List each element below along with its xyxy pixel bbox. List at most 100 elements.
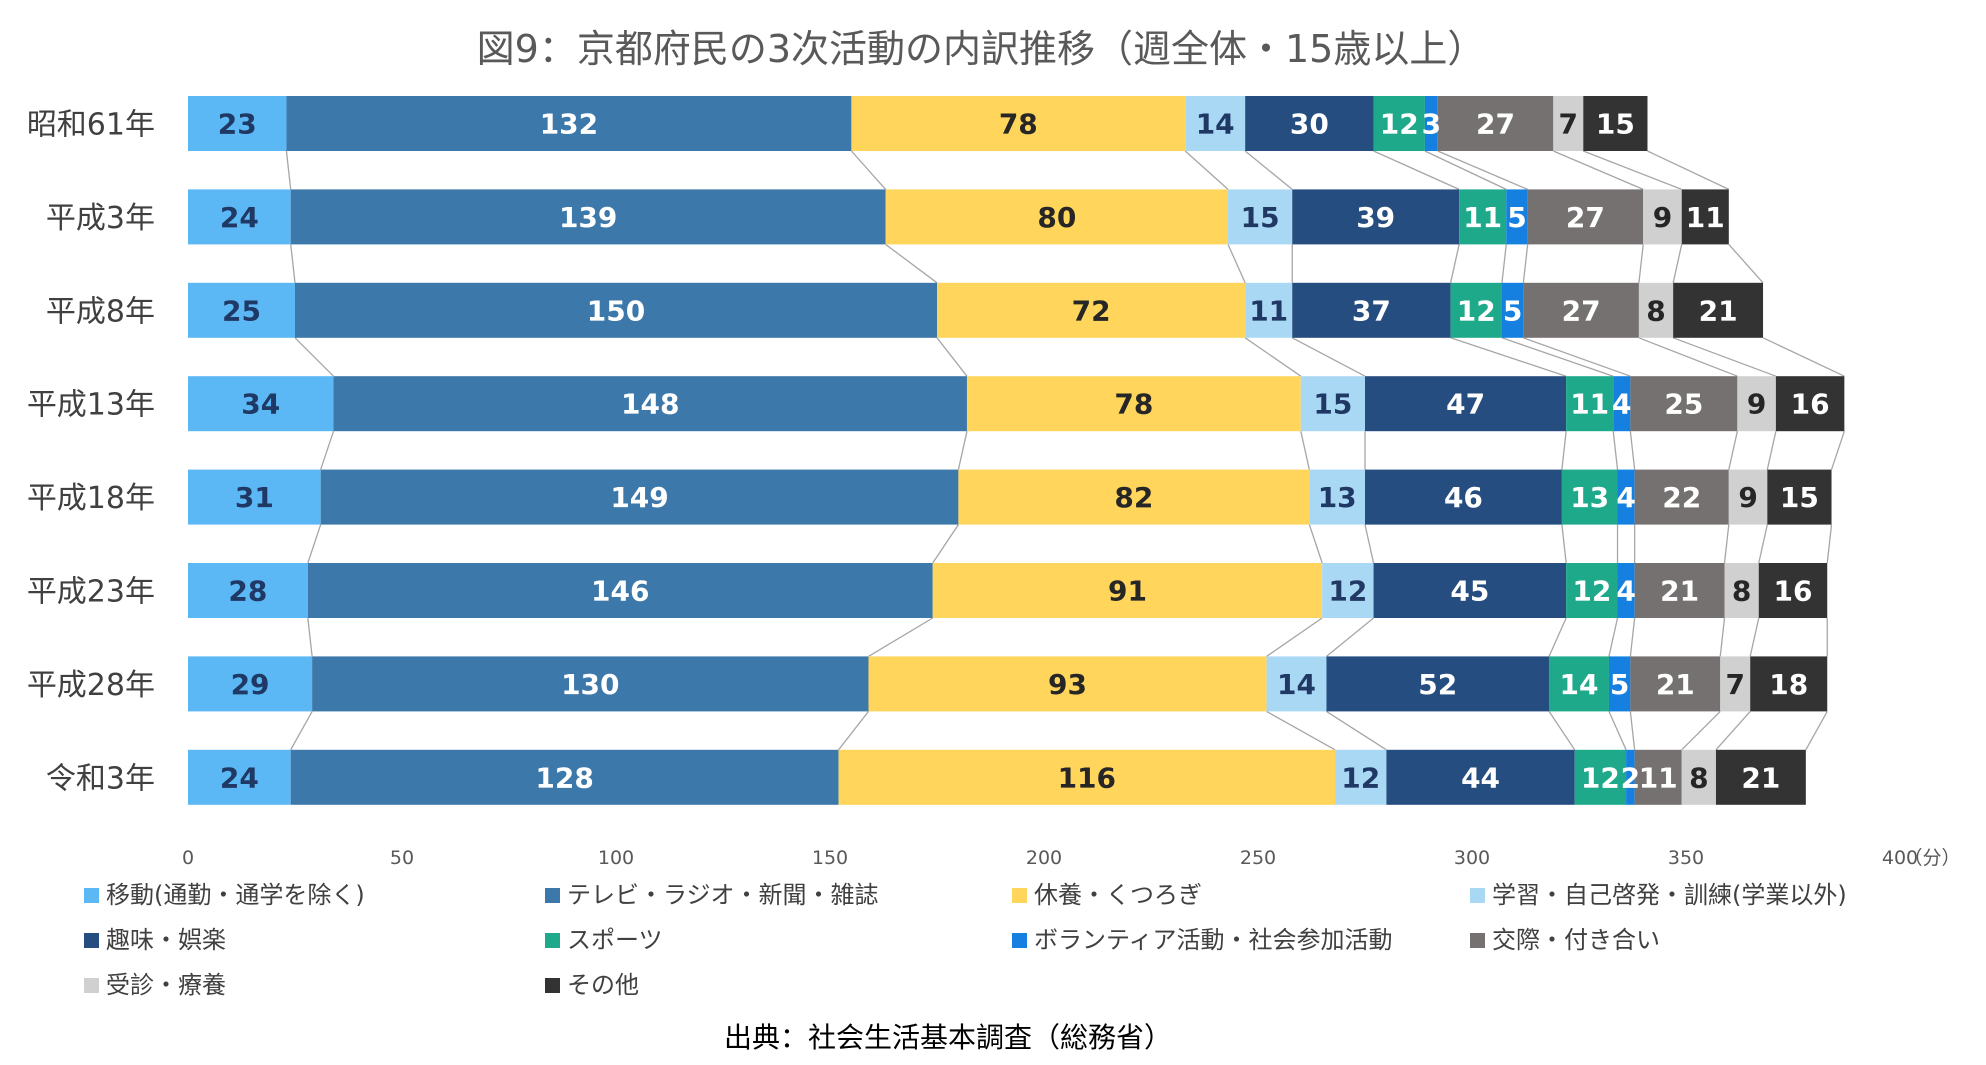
data-label: 47 (1446, 388, 1485, 421)
bar-segment (1630, 376, 1738, 432)
series-line (294, 337, 334, 377)
data-label: 28 (228, 575, 267, 608)
data-label: 30 (1290, 108, 1329, 141)
series-line (1450, 337, 1567, 377)
data-label: 2 (1621, 761, 1640, 794)
data-label: 15 (1596, 108, 1635, 141)
series-line (1244, 150, 1293, 190)
bar-segment (188, 749, 291, 805)
bar-segment (1373, 563, 1567, 618)
data-label: 93 (1048, 668, 1087, 701)
data-label: 11 (1570, 388, 1609, 421)
data-label: 12 (1328, 575, 1367, 608)
x-tick-label: 250 (1240, 847, 1276, 869)
data-label: 12 (1341, 761, 1380, 794)
series-line (1449, 244, 1460, 283)
data-label: 91 (1108, 575, 1147, 608)
series-line (868, 617, 934, 657)
series-line (1266, 710, 1336, 751)
bar-segment (1758, 563, 1828, 618)
bar-segment (1737, 376, 1776, 432)
data-label: 14 (1196, 108, 1235, 141)
series-line (1629, 711, 1636, 750)
data-label: 5 (1610, 668, 1629, 701)
data-label: 11 (1249, 294, 1288, 327)
bar-segment (1386, 749, 1575, 805)
data-label: 13 (1570, 481, 1609, 514)
legend-label: ボランティア活動・社会参加活動 (1034, 926, 1393, 954)
bar-segment (1365, 376, 1567, 432)
bar-segment (295, 282, 937, 338)
series-line (1266, 617, 1323, 657)
chart-title: 図9：京都府民の3次活動の内訳推移（週全体・15歳以上） (477, 27, 1486, 71)
series-line (285, 150, 292, 190)
bar-segment (1673, 282, 1764, 338)
bar-segment (1630, 656, 1721, 712)
legend-swatch (1012, 933, 1027, 948)
bar-segment (1450, 282, 1502, 338)
data-label: 52 (1418, 668, 1457, 701)
data-label: 23 (218, 108, 257, 141)
series-line (1758, 524, 1768, 564)
bar-segment (188, 189, 291, 245)
bar-segment (885, 189, 1229, 245)
bar-segment (188, 96, 287, 151)
series-line (1548, 617, 1567, 657)
data-label: 146 (591, 575, 649, 608)
bar-segment (1681, 189, 1729, 245)
series-line (1830, 430, 1845, 470)
data-label: 149 (610, 481, 668, 514)
data-label: 37 (1352, 294, 1391, 327)
data-label: 12 (1572, 575, 1611, 608)
series-line (1728, 243, 1764, 284)
data-label: 12 (1380, 108, 1419, 141)
bar-segment (958, 469, 1310, 525)
bar-segment (188, 469, 321, 525)
bar-segment (1335, 749, 1387, 805)
bar-segment (1643, 189, 1682, 245)
source-note: 出典：社会生活基本調査（総務省） (724, 1021, 1172, 1054)
series-line (307, 617, 313, 657)
series-line (1326, 617, 1374, 657)
data-label: 31 (235, 481, 274, 514)
data-label: 25 (1664, 388, 1703, 421)
series-line (1523, 337, 1631, 377)
series-line (1184, 150, 1229, 190)
bar-segment (1634, 469, 1729, 525)
bar-segment (1750, 656, 1828, 712)
bar-segment (1245, 96, 1374, 151)
bar-segment (333, 376, 967, 432)
series-line (1227, 244, 1246, 284)
data-label: 3 (1422, 108, 1441, 141)
data-label: 27 (1566, 201, 1605, 234)
data-label: 24 (220, 761, 259, 794)
series-line (290, 711, 313, 751)
data-label: 139 (559, 201, 617, 234)
bar-segment (932, 563, 1323, 618)
series-line (1522, 244, 1529, 283)
data-label: 11 (1463, 201, 1502, 234)
data-label: 5 (1503, 294, 1522, 327)
bar-segment (1309, 469, 1365, 525)
bar-segment (286, 96, 852, 151)
series-line (932, 524, 959, 564)
data-label: 7 (1559, 108, 1578, 141)
category-label: 平成13年 (27, 388, 155, 423)
bar-segment (1566, 376, 1614, 432)
data-label: 8 (1646, 294, 1665, 327)
data-label: 148 (621, 388, 679, 421)
data-label: 128 (535, 761, 593, 794)
x-tick-label: 50 (390, 847, 414, 869)
bar-segment (320, 469, 959, 525)
bar-segment (868, 656, 1267, 712)
bar-segment (1561, 469, 1618, 525)
category-label: 令和3年 (46, 761, 155, 796)
bar-segment (1527, 189, 1644, 245)
bar-segment (1715, 749, 1806, 805)
data-label: 7 (1725, 668, 1744, 701)
legend-label: スポーツ (567, 926, 663, 954)
data-label: 45 (1450, 575, 1489, 608)
series-line (1805, 711, 1828, 751)
